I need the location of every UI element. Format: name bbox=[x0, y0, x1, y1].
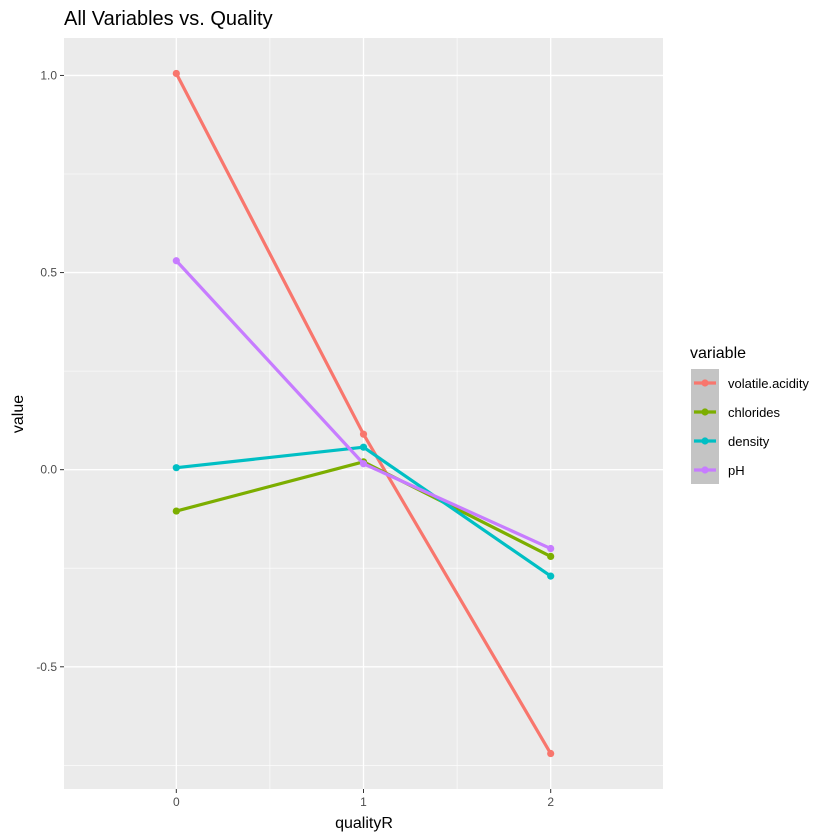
x-tick-label: 1 bbox=[360, 795, 367, 809]
y-tick-label: -0.5 bbox=[36, 660, 57, 674]
y-tick-label: 0.5 bbox=[40, 266, 57, 280]
data-point-chlorides bbox=[547, 552, 555, 561]
y-axis-title: value bbox=[10, 395, 27, 433]
x-axis-title: qualityR bbox=[335, 815, 393, 832]
data-point-volatile-acidity bbox=[359, 430, 368, 438]
legend-title: variable bbox=[690, 345, 746, 362]
data-point-volatile-acidity bbox=[172, 69, 180, 78]
series-layer bbox=[172, 69, 555, 758]
legend-key-point-ph bbox=[701, 466, 709, 474]
legend-label-volatile-acidity: volatile.acidity bbox=[728, 376, 809, 391]
major-gridlines bbox=[64, 38, 663, 789]
data-point-ph bbox=[359, 460, 368, 468]
data-point-density bbox=[359, 443, 368, 451]
legend-key-point-density bbox=[701, 437, 709, 445]
data-point-ph bbox=[172, 257, 180, 265]
legend-label-ph: pH bbox=[728, 463, 745, 478]
legend-items: volatile.acidity chlorides density pH bbox=[694, 376, 809, 478]
data-point-ph bbox=[547, 544, 555, 553]
data-point-density bbox=[172, 464, 180, 472]
chart-title: All Variables vs. Quality bbox=[64, 8, 273, 30]
legend-key-point-volatile-acidity bbox=[701, 379, 709, 387]
y-tick-label: 1.0 bbox=[40, 68, 57, 82]
legend: variable volatile.acidity chlorides densit… bbox=[690, 345, 809, 484]
y-tick-label: 0.0 bbox=[40, 463, 57, 477]
legend-label-density: density bbox=[728, 434, 770, 449]
legend-key-background bbox=[691, 369, 719, 484]
x-tick-label: 0 bbox=[173, 795, 180, 809]
legend-key-point-chlorides bbox=[701, 408, 709, 416]
data-point-density bbox=[547, 572, 555, 580]
data-point-volatile-acidity bbox=[547, 749, 555, 758]
x-axis: 0 1 2 bbox=[173, 789, 554, 809]
x-tick-label: 2 bbox=[547, 795, 554, 809]
y-axis: -0.5 0.0 0.5 1.0 bbox=[36, 68, 64, 674]
data-point-chlorides bbox=[172, 507, 180, 515]
legend-label-chlorides: chlorides bbox=[728, 405, 781, 420]
